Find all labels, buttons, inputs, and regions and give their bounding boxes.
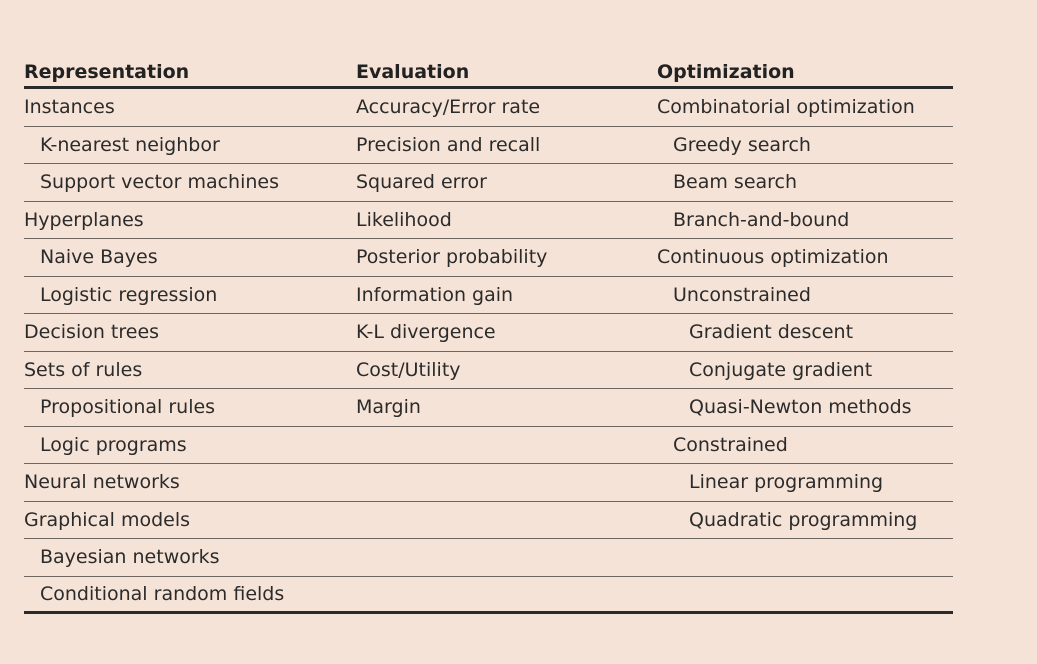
representation-cell: Logistic regression [40, 283, 218, 306]
table-row: Decision trees K-L divergence Gradient des… [24, 314, 953, 352]
table-row: Support vector machines Squared error Beam… [24, 164, 953, 202]
table-row: Graphical models Quadratic programming [24, 502, 953, 539]
optimization-cell: Branch-and-bound [673, 208, 850, 231]
representation-cell: Neural networks [24, 471, 180, 494]
evaluation-cell: Posterior probability [356, 246, 548, 269]
representation-cell: Conditional random fields [40, 582, 285, 605]
table-row: Logic programs Constrained [24, 427, 953, 464]
representation-cell: Decision trees [24, 321, 160, 344]
representation-cell: K-nearest neighbor [40, 133, 220, 156]
table-row: Propositional rules Margin Quasi-Newton me… [24, 389, 953, 427]
optimization-cell: Quasi-Newton methods [689, 396, 912, 419]
representation-cell: Naive Bayes [40, 246, 158, 269]
table-row: Logistic regression Information gain Uncon… [24, 277, 953, 314]
evaluation-cell: Information gain [356, 283, 514, 306]
table-header-row: Representation Evaluation Optimization [24, 58, 953, 89]
optimization-cell: Continuous optimization [657, 246, 889, 269]
table-row: K-nearest neighbor Precision and recall Gr… [24, 127, 953, 164]
optimization-cell: Linear programming [689, 471, 884, 494]
evaluation-cell: Squared error [356, 171, 487, 194]
header-optimization: Optimization [657, 61, 795, 83]
header-evaluation: Evaluation [356, 61, 470, 83]
table-row: Conditional random fields [24, 577, 953, 614]
table-row: Bayesian networks [24, 539, 953, 577]
table-row: Hyperplanes Likelihood Branch-and-bound [24, 202, 953, 239]
representation-cell: Logic programs [40, 433, 187, 456]
optimization-cell: Greedy search [673, 133, 811, 156]
evaluation-cell: K-L divergence [356, 321, 496, 344]
optimization-cell: Conjugate gradient [689, 358, 873, 381]
representation-cell: Propositional rules [40, 396, 216, 419]
optimization-cell: Unconstrained [673, 283, 811, 306]
table-row: Sets of rules Cost/Utility Conjugate gradi… [24, 352, 953, 389]
header-representation: Representation [24, 61, 190, 83]
representation-cell: Sets of rules [24, 358, 143, 381]
table-body: Instances Accuracy/Error rate Combinatoria… [24, 89, 953, 614]
optimization-cell: Beam search [673, 171, 798, 194]
optimization-cell: Gradient descent [689, 321, 854, 344]
optimization-cell: Quadratic programming [689, 508, 918, 531]
representation-cell: Instances [24, 96, 115, 119]
table-row: Instances Accuracy/Error rate Combinatoria… [24, 89, 953, 127]
table-row: Neural networks Linear programming [24, 464, 953, 502]
representation-cell: Hyperplanes [24, 208, 144, 231]
evaluation-cell: Likelihood [356, 208, 452, 231]
evaluation-cell: Margin [356, 396, 421, 419]
optimization-cell: Combinatorial optimization [657, 96, 915, 119]
evaluation-cell: Accuracy/Error rate [356, 96, 541, 119]
evaluation-cell: Precision and recall [356, 133, 541, 156]
representation-cell: Graphical models [24, 508, 191, 531]
evaluation-cell: Cost/Utility [356, 358, 461, 381]
optimization-cell: Constrained [673, 433, 788, 456]
ml-components-table: Representation Evaluation Optimization I… [24, 58, 953, 614]
representation-cell: Support vector machines [40, 171, 280, 194]
table-row: Naive Bayes Posterior probability Continuo… [24, 239, 953, 277]
representation-cell: Bayesian networks [40, 546, 220, 569]
